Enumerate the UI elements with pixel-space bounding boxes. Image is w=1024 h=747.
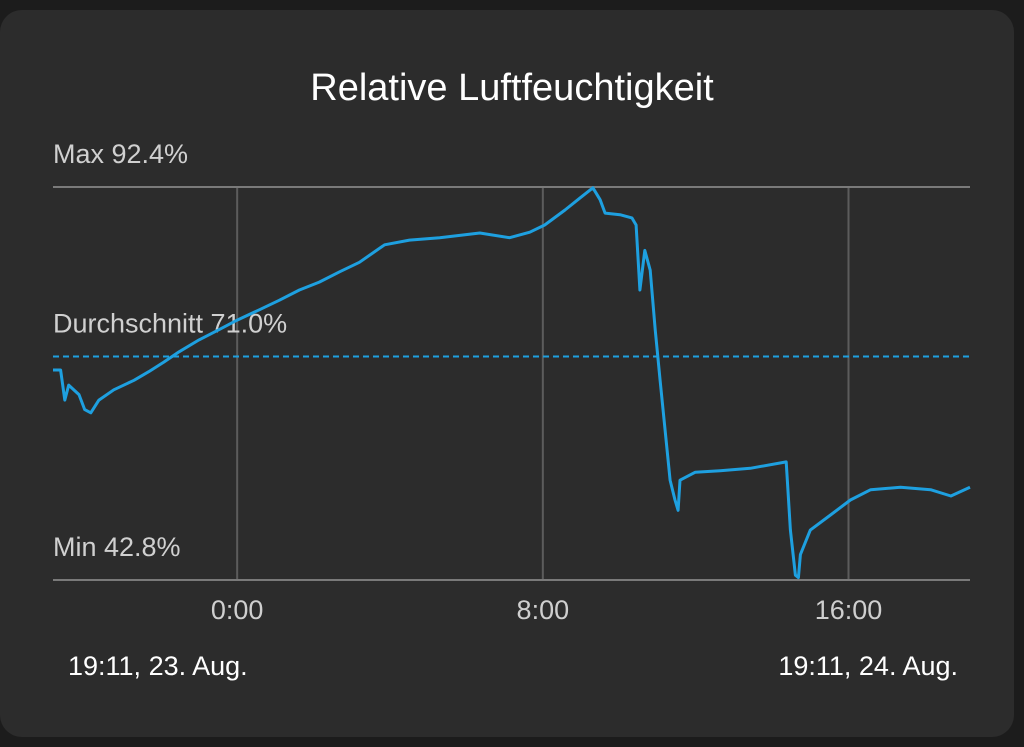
- reference-label: Min 42.8%: [53, 532, 181, 562]
- reference-label: Max 92.4%: [53, 139, 188, 169]
- data-line: [53, 186, 971, 580]
- x-end-label: 19:11, 24. Aug.: [778, 651, 958, 681]
- chart-title: Relative Luftfeuchtigkeit: [310, 67, 714, 109]
- x-tick-label: 8:00: [517, 595, 570, 625]
- x-tick-label: 0:00: [211, 595, 264, 625]
- x-tick-label: 16:00: [815, 595, 883, 625]
- card-background: [0, 10, 1014, 737]
- x-start-label: 19:11, 23. Aug.: [68, 651, 248, 681]
